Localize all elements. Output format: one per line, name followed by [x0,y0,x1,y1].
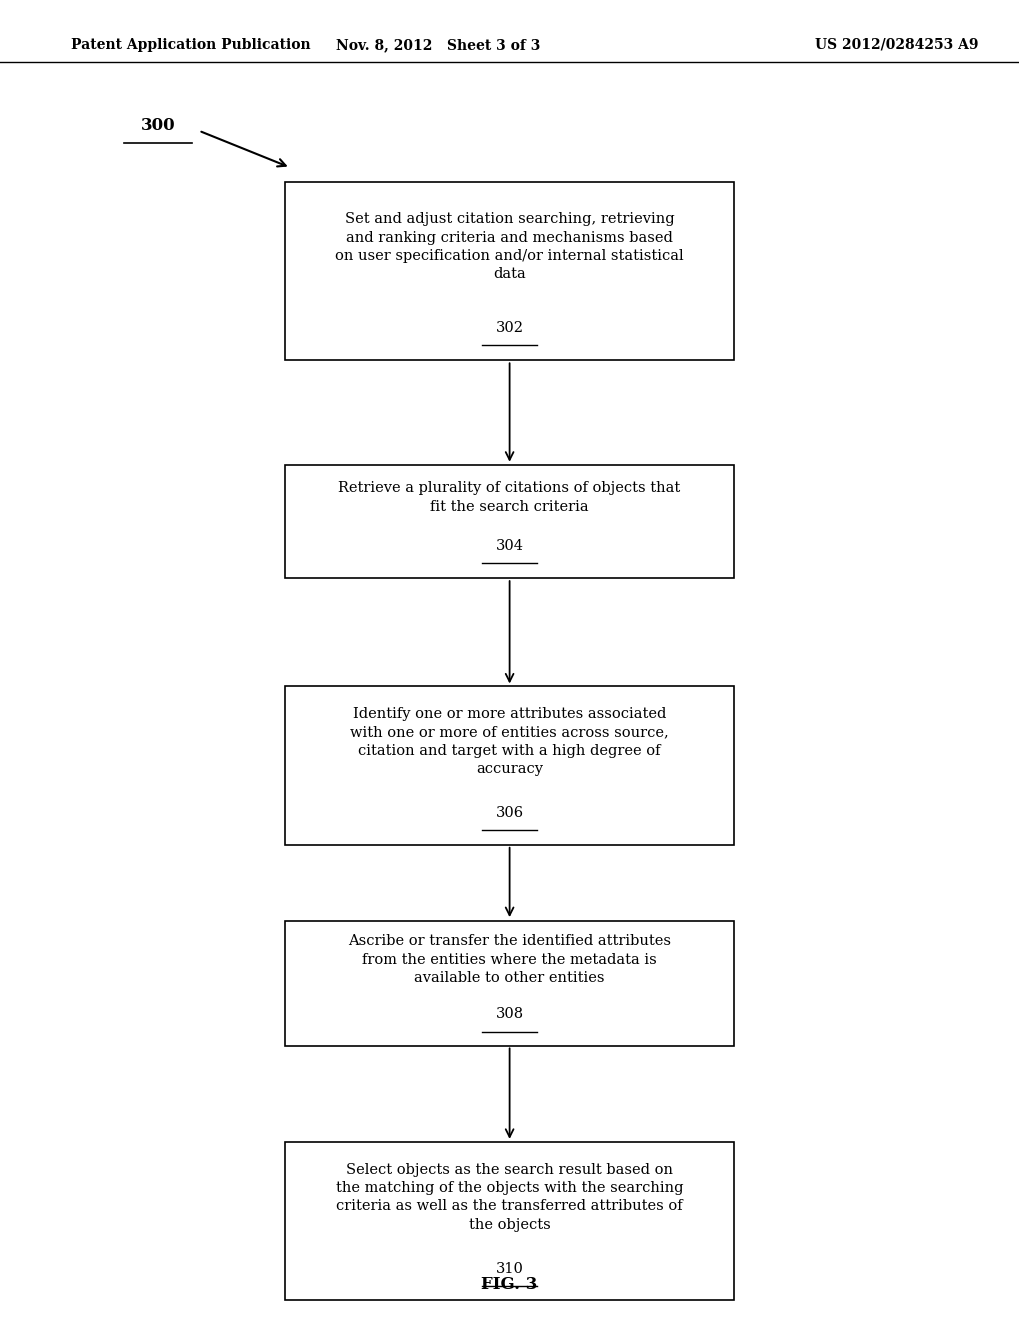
FancyBboxPatch shape [286,181,734,359]
Text: 306: 306 [496,807,523,820]
Text: Set and adjust citation searching, retrieving
and ranking criteria and mechanism: Set and adjust citation searching, retri… [335,213,684,281]
Text: US 2012/0284253 A9: US 2012/0284253 A9 [815,38,979,51]
Text: 308: 308 [496,1007,523,1022]
FancyBboxPatch shape [286,466,734,578]
Text: Select objects as the search result based on
the matching of the objects with th: Select objects as the search result base… [336,1163,683,1232]
Text: 304: 304 [496,539,523,553]
Text: 302: 302 [496,321,523,335]
Text: FIG. 3: FIG. 3 [481,1276,538,1292]
Text: Retrieve a plurality of citations of objects that
fit the search criteria: Retrieve a plurality of citations of obj… [339,482,681,513]
FancyBboxPatch shape [286,1142,734,1300]
Text: Patent Application Publication: Patent Application Publication [72,38,311,51]
FancyBboxPatch shape [286,921,734,1045]
Text: Nov. 8, 2012   Sheet 3 of 3: Nov. 8, 2012 Sheet 3 of 3 [336,38,541,51]
Text: 310: 310 [496,1262,523,1275]
FancyBboxPatch shape [286,686,734,845]
Text: 300: 300 [140,117,175,133]
Text: Ascribe or transfer the identified attributes
from the entities where the metada: Ascribe or transfer the identified attri… [348,935,671,985]
Text: Identify one or more attributes associated
with one or more of entities across s: Identify one or more attributes associat… [350,708,669,776]
